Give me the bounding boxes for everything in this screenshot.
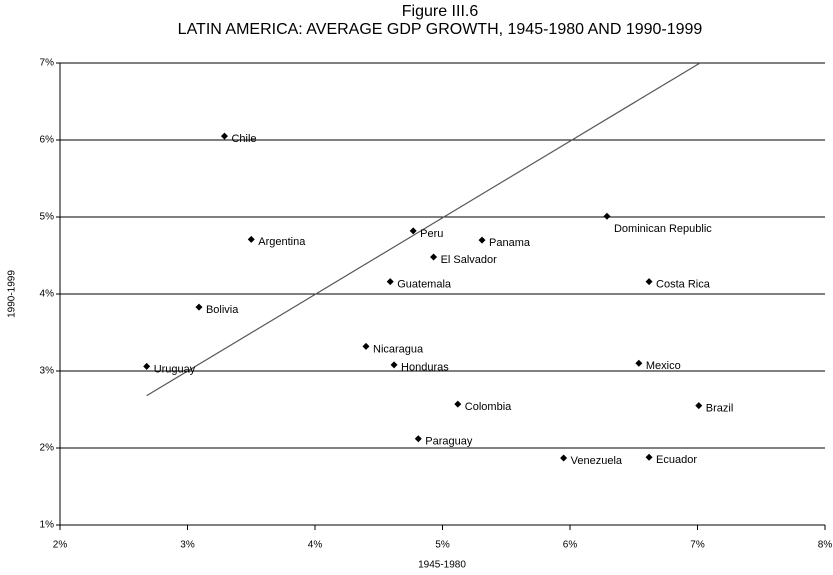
point	[635, 359, 643, 367]
x-tick-label: 5%	[435, 540, 450, 551]
point-label: Nicaragua	[373, 343, 424, 355]
point	[603, 212, 611, 220]
y-tick-label: 6%	[40, 135, 55, 146]
point	[430, 253, 438, 261]
point-label: Brazil	[706, 403, 734, 415]
point	[143, 362, 151, 370]
chart-title: Figure III.6	[402, 3, 479, 20]
y-tick-label: 5%	[40, 212, 55, 223]
x-tick-label: 4%	[308, 540, 323, 551]
x-tick-label: 3%	[180, 540, 195, 551]
y-tick-label: 1%	[40, 520, 55, 531]
point	[220, 132, 228, 140]
y-axis-label: 1990-1999	[7, 270, 18, 318]
point	[247, 235, 255, 243]
point	[695, 402, 703, 410]
point	[390, 361, 398, 369]
point	[478, 236, 486, 244]
x-tick-label: 7%	[690, 540, 705, 551]
point	[645, 278, 653, 286]
point	[409, 227, 417, 235]
x-tick-label: 8%	[818, 540, 833, 551]
point-label: Mexico	[646, 360, 681, 372]
chart-subtitle: LATIN AMERICA: AVERAGE GDP GROWTH, 1945-…	[178, 21, 703, 38]
point-label: Bolivia	[206, 304, 239, 316]
point-label: Guatemala	[397, 279, 452, 291]
point-label: Peru	[420, 228, 443, 240]
point-label: Paraguay	[425, 436, 473, 448]
point-label: Costa Rica	[656, 279, 711, 291]
reference-line	[146, 62, 701, 397]
point	[645, 453, 653, 461]
point	[560, 454, 568, 462]
y-tick-label: 4%	[40, 289, 55, 300]
y-tick-label: 7%	[40, 58, 55, 69]
point-label: Honduras	[401, 362, 449, 374]
point-label: Colombia	[465, 401, 512, 413]
point	[362, 342, 370, 350]
point	[195, 303, 203, 311]
point-label: Chile	[231, 133, 256, 145]
y-tick-label: 3%	[40, 366, 55, 377]
point-label: Ecuador	[656, 454, 697, 466]
x-axis-label: 1945-1980	[418, 560, 466, 571]
point-label: Dominican Republic	[614, 223, 712, 235]
point-label: Panama	[489, 237, 531, 249]
point	[454, 400, 462, 408]
x-tick-label: 2%	[53, 540, 68, 551]
point-label: Venezuela	[571, 455, 623, 467]
point	[414, 435, 422, 443]
point-label: Argentina	[258, 236, 306, 248]
y-tick-label: 2%	[40, 443, 55, 454]
x-tick-label: 6%	[563, 540, 578, 551]
point-label: Uruguay	[154, 363, 196, 375]
point-label: El Salvador	[441, 254, 498, 266]
point	[386, 278, 394, 286]
